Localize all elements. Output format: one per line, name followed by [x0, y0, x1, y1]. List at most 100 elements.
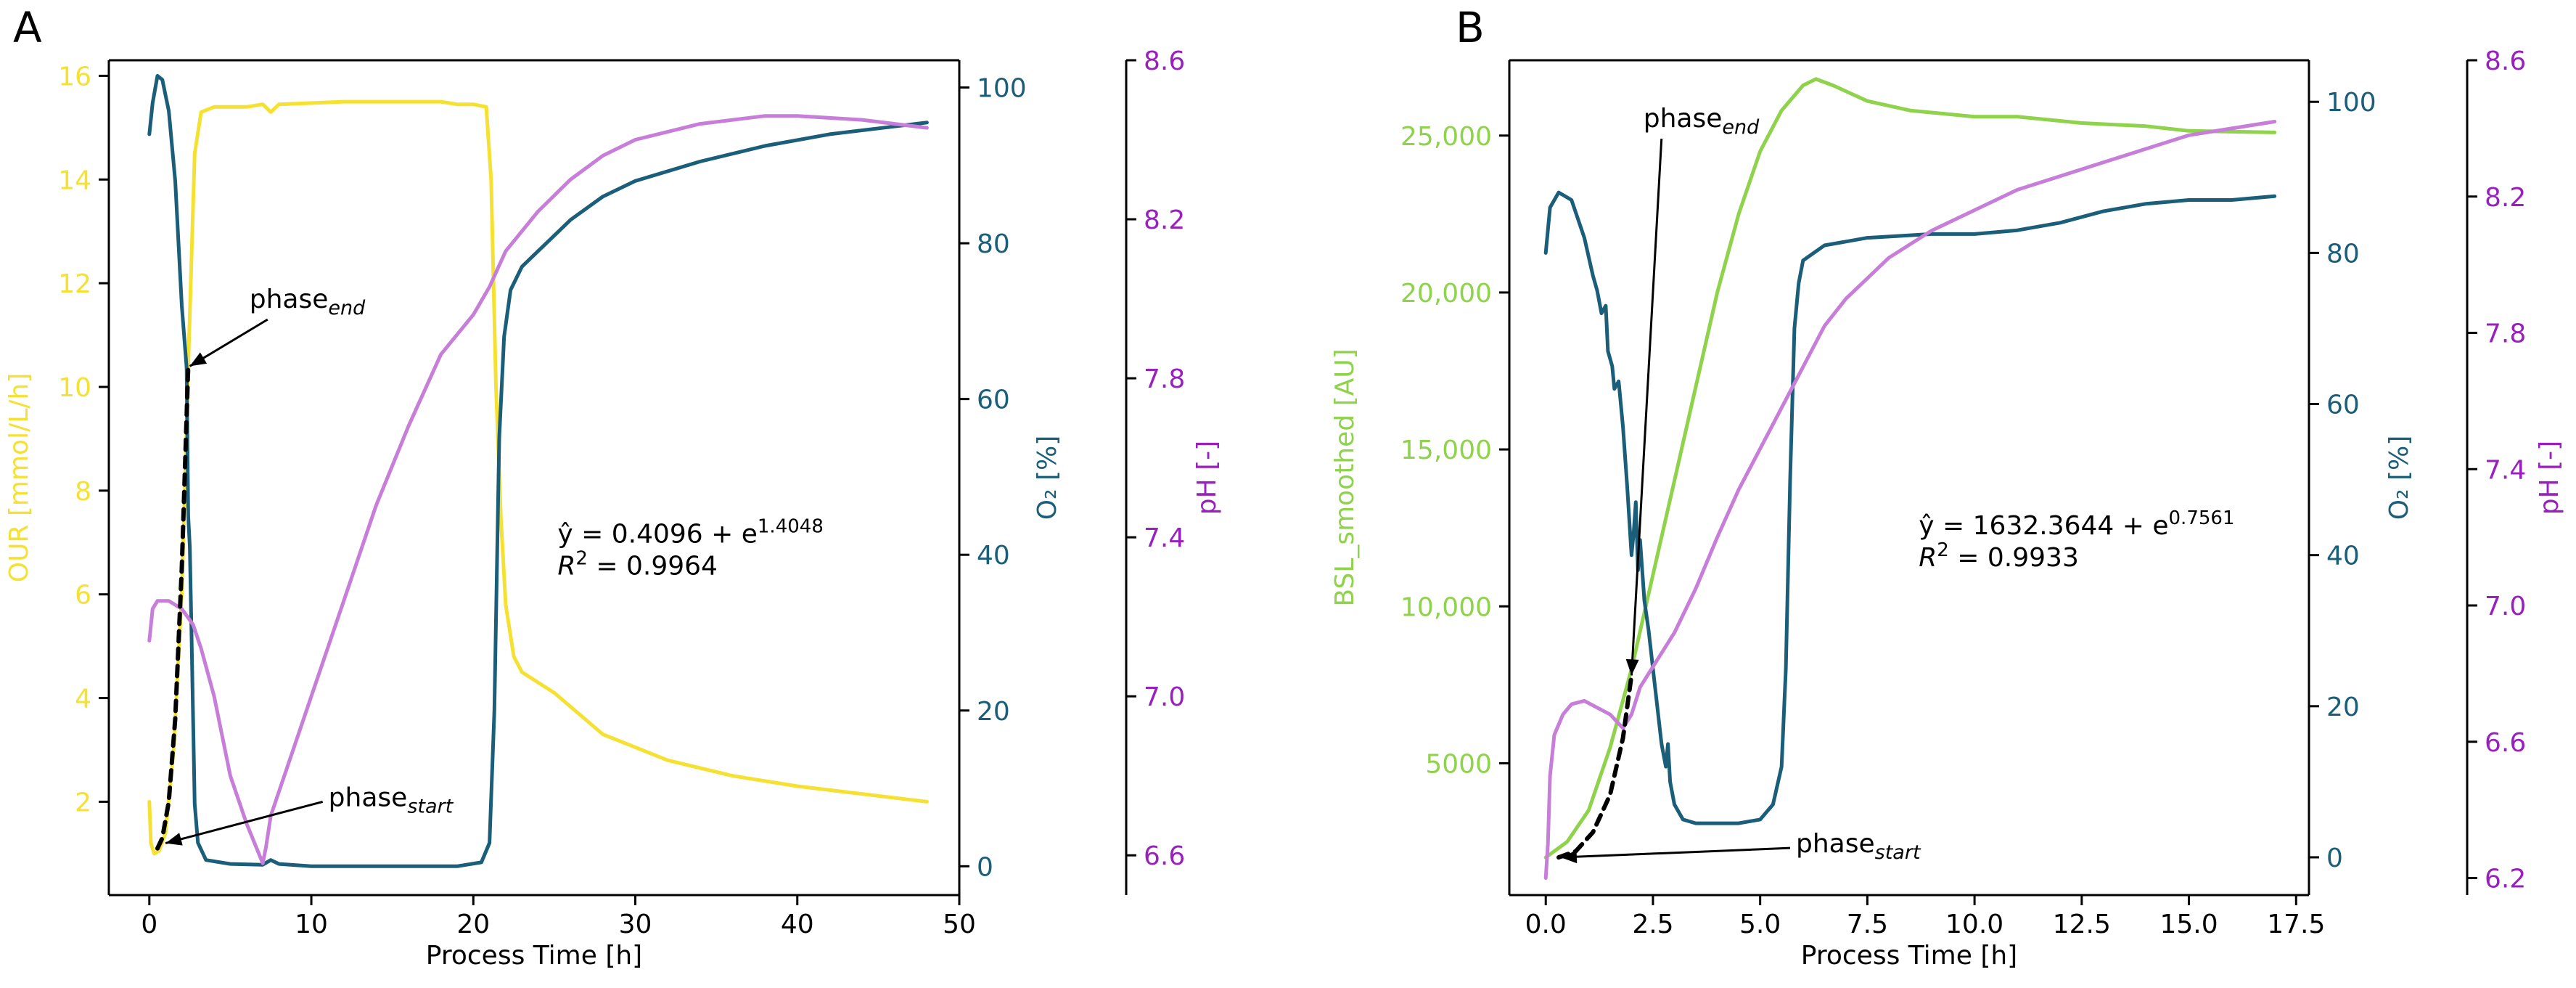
fit-curve-dashed	[155, 364, 191, 851]
left-tick-label: 8	[75, 477, 91, 507]
annotation-arrow-head	[1625, 658, 1639, 676]
fit-equation: ŷ = 0.4096 + e1.4048	[557, 515, 824, 549]
annotation-start: phasestart	[329, 783, 454, 817]
right1-tick-label: 0	[2326, 844, 2343, 873]
r-exponent: 2	[1937, 539, 1949, 561]
right1-tick-label: 0	[977, 852, 993, 882]
x-tick-label: 10.0	[1945, 910, 2003, 939]
annotation-arrow-line	[1630, 138, 1663, 676]
annotation-subscript: end	[328, 297, 366, 319]
x-tick-label: 20	[456, 910, 490, 939]
x-tick-label: 12.5	[2053, 910, 2111, 939]
fit-equation: ŷ = 1632.3644 + e0.7561	[1919, 507, 2234, 541]
fit-equation-exponent: 0.7561	[2169, 507, 2235, 529]
right2-axis-label: pH [-]	[2535, 441, 2564, 515]
right2-tick-label: 8.6	[2485, 46, 2526, 76]
fit-r-squared: R2 = 0.9933	[1919, 539, 2079, 573]
left-tick-label: 12	[58, 269, 91, 299]
right2-tick-label: 6.2	[2485, 865, 2526, 894]
left-tick-label: 25,000	[1400, 122, 1492, 152]
right1-tick-label: 100	[977, 74, 1027, 104]
left-tick-label: 6	[75, 581, 91, 611]
right1-axis-label: O₂ [%]	[1033, 436, 1062, 520]
left-axis-label: BSL_smoothed [AU]	[1330, 348, 1360, 606]
x-tick-label: 50	[943, 910, 976, 939]
right1-tick-label: 80	[977, 229, 1010, 259]
right2-tick-label: 7.8	[2485, 319, 2526, 349]
left-tick-label: 14	[58, 166, 91, 195]
right2-tick-label: 7.0	[2485, 592, 2526, 621]
left-tick-label: 2	[75, 788, 91, 817]
series-line-right2	[147, 114, 929, 865]
right2-tick-label: 7.4	[2485, 455, 2526, 485]
left-tick-label: 4	[75, 685, 91, 714]
x-tick-label: 17.5	[2267, 910, 2325, 939]
r-value: = 0.9933	[1949, 543, 2079, 573]
right1-tick-label: 80	[2326, 239, 2360, 269]
right1-axis-label: O₂ [%]	[2384, 436, 2414, 520]
x-axis-label: Process Time [h]	[1801, 941, 2017, 971]
annotation-arrow-line	[165, 800, 324, 845]
x-tick-label: 15.0	[2159, 910, 2218, 939]
annotation-start: phasestart	[1796, 829, 1921, 864]
fit-r-squared: R2 = 0.9964	[557, 547, 718, 581]
fit-equation-exponent: 1.4048	[758, 515, 824, 537]
x-axis-label: Process Time [h]	[426, 941, 642, 971]
r-symbol: R	[1919, 543, 1937, 573]
left-axis-label: OUR [mmol/L/h]	[4, 373, 34, 583]
series-line-right2	[1543, 120, 2277, 880]
r-symbol: R	[557, 551, 575, 581]
x-tick-label: 30	[619, 910, 652, 939]
annotation-subscript: start	[1875, 841, 1921, 864]
right1-tick-label: 20	[2326, 693, 2360, 722]
r-value: = 0.9964	[588, 551, 718, 581]
annotation-arrow-head	[189, 352, 208, 367]
fit-curve-dashed	[1556, 673, 1634, 860]
right2-tick-label: 8.6	[1144, 46, 1185, 76]
right1-tick-label: 60	[977, 385, 1010, 415]
series-line-left	[1543, 77, 2277, 860]
panel-b: B 0.0 2.5 5.0 7.5 10.0 12.5 15.0 17.5 Process Tim…	[1330, 3, 2564, 971]
x-tick-label: 7.5	[1847, 910, 1888, 939]
x-tick-label: 2.5	[1632, 910, 1673, 939]
left-tick-label: 10,000	[1400, 592, 1492, 622]
x-tick-label: 0	[141, 910, 157, 939]
right2-tick-label: 7.4	[1144, 523, 1185, 553]
right2-tick-label: 7.8	[1144, 364, 1185, 394]
annotation-arrow-head	[1560, 850, 1578, 864]
panel-letter: B	[1456, 3, 1485, 52]
left-tick-label: 10	[58, 373, 91, 403]
annotation-end: phaseend	[250, 285, 366, 319]
series-line-right1	[147, 74, 929, 868]
left-tick-label: 5000	[1425, 749, 1492, 779]
right1-tick-label: 40	[977, 541, 1010, 571]
annotation-subscript: end	[1722, 116, 1760, 139]
annotation-arrow-head	[165, 833, 183, 846]
right2-tick-label: 7.0	[1144, 682, 1185, 712]
r-exponent: 2	[575, 547, 588, 569]
right2-tick-label: 6.6	[1144, 841, 1185, 871]
annotation-arrow-line	[1560, 846, 1791, 859]
series-line-right1	[1543, 190, 2277, 825]
series-line-left	[147, 99, 929, 856]
left-tick-label: 16	[58, 62, 91, 91]
right1-tick-label: 100	[2326, 88, 2376, 118]
right2-axis-label: pH [-]	[1192, 441, 1222, 515]
right2-tick-label: 8.2	[1144, 205, 1185, 235]
x-tick-label: 40	[781, 910, 814, 939]
x-tick-label: 5.0	[1739, 910, 1781, 939]
annotation-end: phaseend	[1644, 104, 1760, 139]
left-tick-label: 15,000	[1400, 436, 1492, 465]
right1-tick-label: 20	[977, 697, 1010, 727]
panel-letter: A	[13, 3, 42, 52]
x-tick-label: 0.0	[1525, 910, 1567, 939]
right1-tick-label: 60	[2326, 391, 2360, 420]
annotation-subscript: start	[407, 795, 454, 817]
right2-tick-label: 6.6	[2485, 728, 2526, 758]
right2-tick-label: 8.2	[2485, 183, 2526, 213]
x-tick-label: 10	[295, 910, 328, 939]
left-tick-label: 20,000	[1400, 279, 1492, 309]
right1-tick-label: 40	[2326, 542, 2360, 571]
